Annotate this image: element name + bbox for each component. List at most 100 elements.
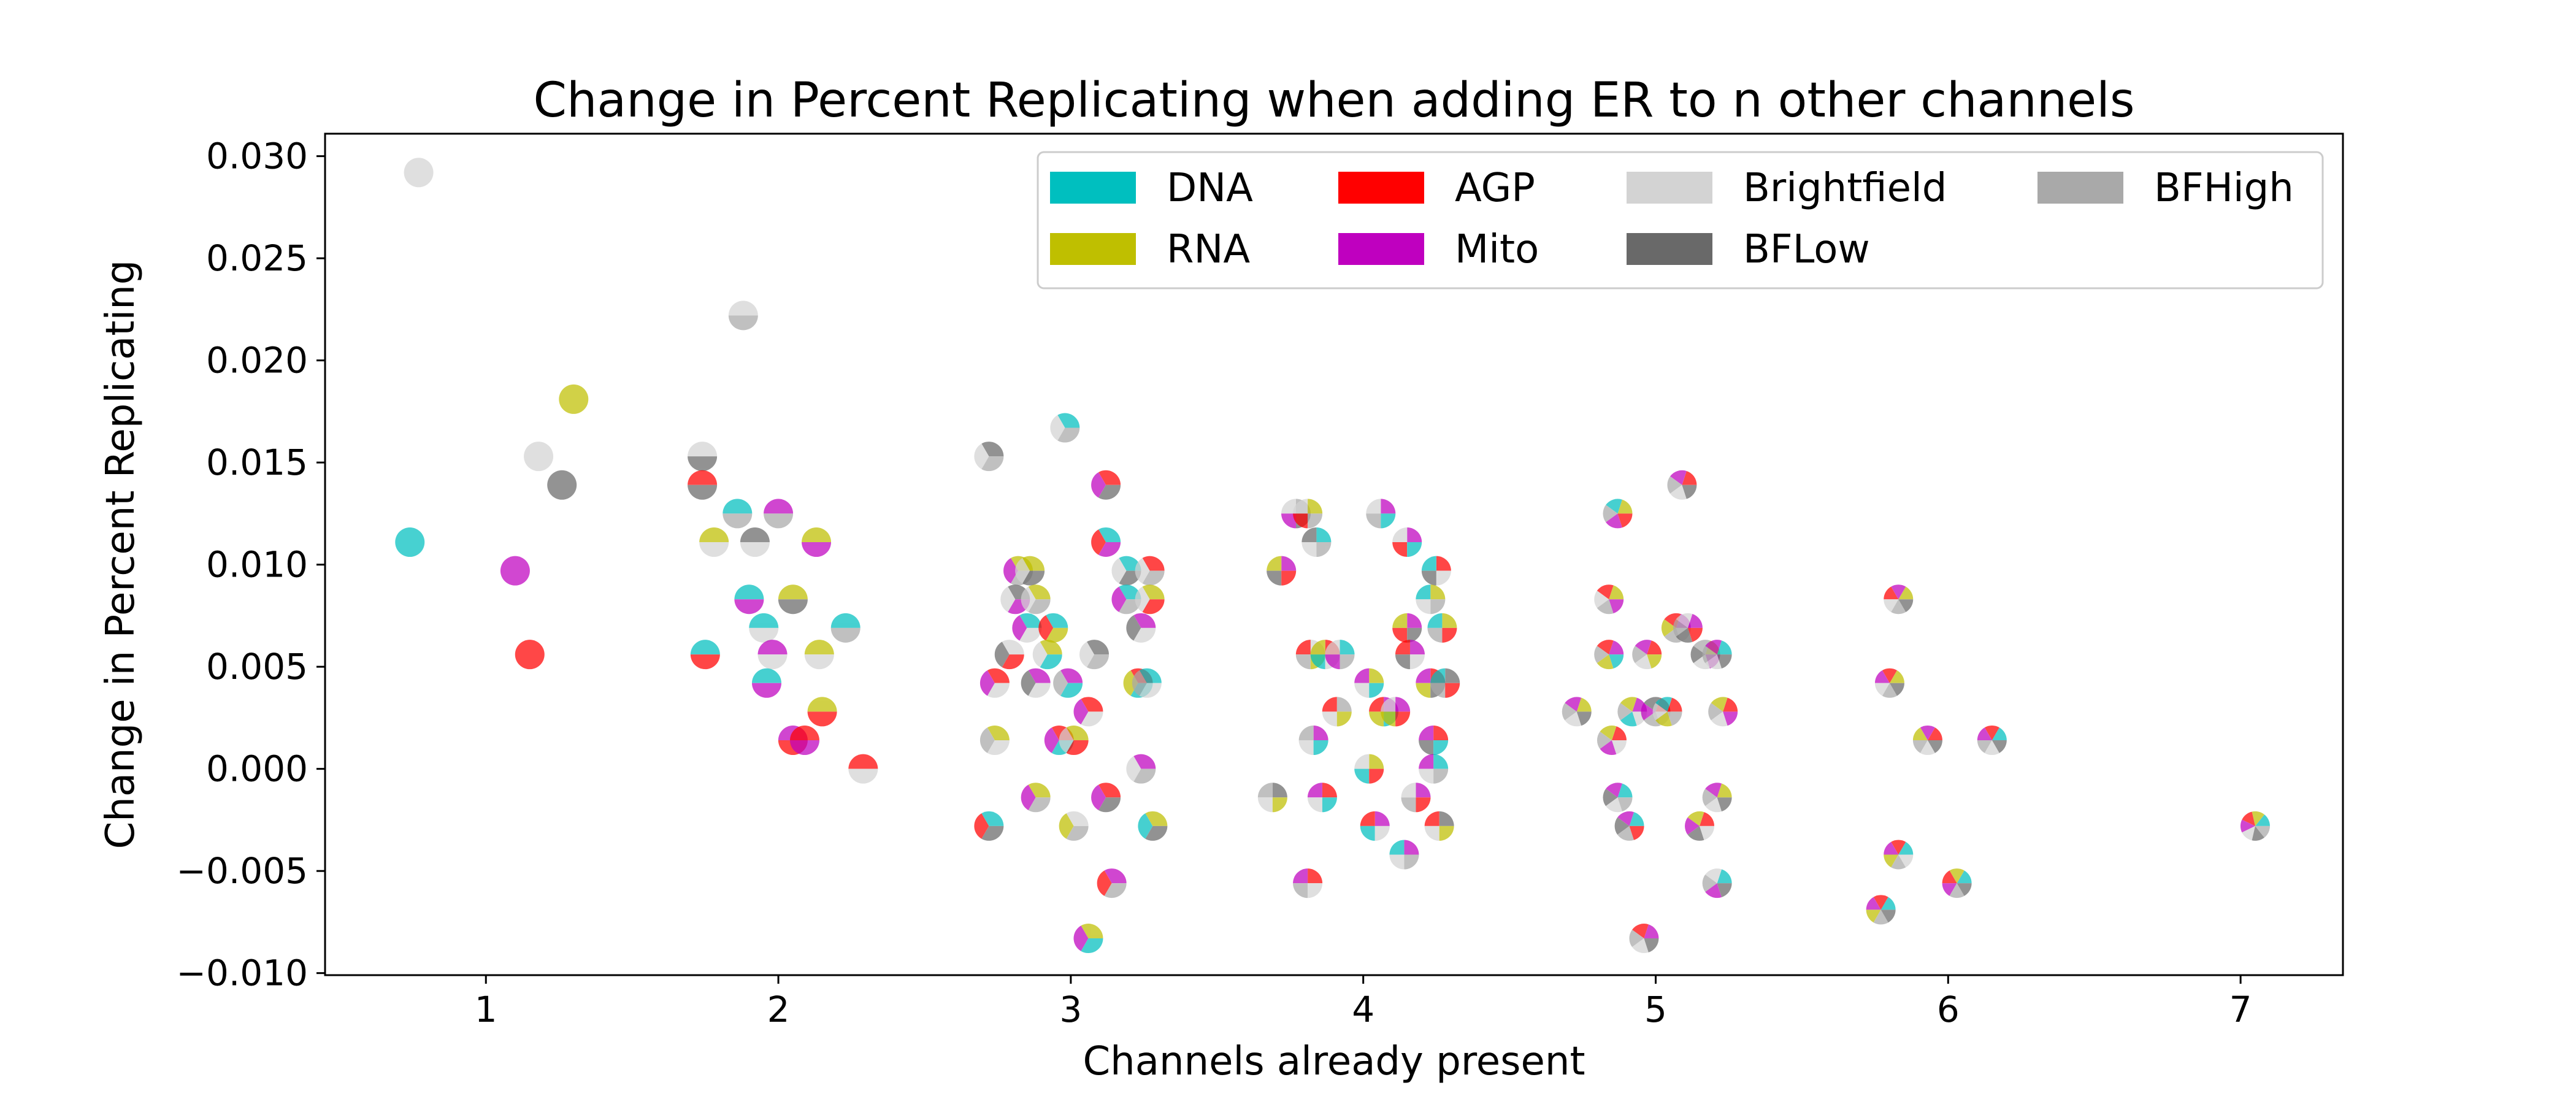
pie-slice-bfhigh bbox=[1873, 910, 1888, 925]
pie-slice-agp bbox=[1081, 697, 1103, 712]
data-point bbox=[1322, 697, 1352, 727]
pie-slice-dna bbox=[1617, 783, 1633, 798]
pie-slice-mito bbox=[1395, 697, 1411, 712]
data-point bbox=[395, 527, 425, 557]
pie-slice-rna bbox=[1416, 683, 1431, 698]
pie-slice-brightfield bbox=[1711, 711, 1728, 727]
pie-slice-dna bbox=[1606, 499, 1622, 514]
pie-slice-rna bbox=[1310, 640, 1325, 655]
data-point bbox=[1097, 868, 1127, 898]
x-axis: 1 2 3 4 5 6 7 bbox=[475, 975, 2252, 1030]
data-point bbox=[1050, 413, 1080, 443]
pie-slice-bfhigh bbox=[1066, 825, 1089, 841]
pie-slice-agp bbox=[1884, 586, 1899, 600]
pie-slice-mito bbox=[1111, 586, 1127, 613]
data-point bbox=[1419, 726, 1449, 756]
data-point bbox=[1874, 668, 1904, 698]
pie-slice-brightfield bbox=[1676, 613, 1693, 628]
pie-slice-rna bbox=[1439, 825, 1454, 841]
data-point bbox=[1430, 668, 1460, 698]
pie-slice-agp bbox=[1433, 726, 1449, 741]
pie-slice-agp bbox=[1723, 697, 1738, 712]
pie-slice-brightfield bbox=[1635, 654, 1652, 670]
data-point bbox=[690, 640, 720, 670]
data-point bbox=[802, 527, 832, 557]
pie-slice-mito bbox=[1705, 883, 1722, 898]
legend-entry-dna: DNA bbox=[1050, 166, 1253, 211]
pie-slice-bflow bbox=[1419, 740, 1434, 756]
pie-slice-mito bbox=[1669, 470, 1687, 485]
pie-slice-bflow bbox=[1880, 910, 1896, 923]
pie-slice-brightfield bbox=[524, 442, 554, 472]
data-point bbox=[1307, 783, 1337, 813]
pie-slice-brightfield bbox=[1920, 740, 1935, 756]
pie-slice-bflow bbox=[1395, 654, 1410, 670]
pie-slice-bfhigh bbox=[1702, 789, 1717, 806]
data-point bbox=[1632, 640, 1662, 670]
x-tick-label: 5 bbox=[1644, 989, 1667, 1030]
pie-slice-rna bbox=[987, 726, 1010, 741]
pie-slice-bflow bbox=[1145, 825, 1168, 841]
pie-slice-mito bbox=[1307, 783, 1322, 798]
pie-slice-bflow bbox=[1717, 883, 1732, 897]
y-axis: −0.010 −0.005 0.000 0.005 0.010 0.015 0.020 0.0… bbox=[176, 136, 325, 994]
pie-slice-agp bbox=[1392, 542, 1408, 557]
pie-slice-bfhigh bbox=[1912, 740, 1928, 753]
pie-slice-agp bbox=[1873, 895, 1888, 910]
pie-slice-bfhigh bbox=[1132, 670, 1147, 696]
y-tick-label: 0.010 bbox=[206, 544, 308, 586]
pie-slice-rna bbox=[1046, 627, 1068, 643]
pie-slice-bflow bbox=[1021, 670, 1036, 696]
pie-slice-brightfield bbox=[1066, 811, 1089, 826]
pie-slice-bflow bbox=[981, 825, 1004, 841]
pie-slice-bflow bbox=[1687, 825, 1704, 841]
pie-slice-brightfield bbox=[1669, 485, 1687, 500]
data-point bbox=[1421, 556, 1451, 586]
pie-slice-bflow bbox=[1644, 938, 1659, 952]
pie-slice-mito bbox=[1409, 640, 1425, 655]
pie-slice-agp bbox=[987, 668, 1010, 683]
pie-slice-bfhigh bbox=[2255, 825, 2270, 838]
pie-slice-brightfield bbox=[1705, 654, 1722, 670]
pie-slice-brightfield bbox=[1354, 754, 1370, 769]
x-axis-label: Channels already present bbox=[1083, 1039, 1585, 1084]
pie-slice-bfhigh bbox=[1366, 513, 1381, 529]
data-point bbox=[1427, 613, 1457, 643]
pie-slice-rna bbox=[1142, 584, 1165, 600]
pie-slice-rna bbox=[1576, 697, 1592, 712]
pie-slice-bflow bbox=[1022, 570, 1045, 586]
pie-slice-rna bbox=[1600, 726, 1617, 741]
pie-slice-rna bbox=[1145, 811, 1168, 826]
pie-slice-brightfield bbox=[757, 654, 788, 670]
pie-slice-mito bbox=[751, 683, 781, 698]
pie-slice-bfhigh bbox=[1617, 825, 1634, 841]
pie-slice-bfhigh bbox=[1617, 797, 1633, 812]
pie-slice-mito bbox=[1606, 783, 1622, 798]
x-tick-label: 4 bbox=[1352, 989, 1374, 1030]
pie-slice-brightfield bbox=[848, 768, 878, 784]
pie-slice-rna bbox=[699, 527, 729, 543]
pie-slice-agp bbox=[1091, 529, 1106, 555]
pie-slice-mito bbox=[979, 670, 995, 696]
pie-slice-agp bbox=[789, 726, 819, 741]
pie-slice-dna bbox=[981, 811, 1004, 826]
pie-slice-bfhigh bbox=[1594, 646, 1609, 664]
pie-slice-mito bbox=[1874, 670, 1890, 683]
pie-slice-rna bbox=[1442, 613, 1457, 628]
pie-slice-bfhigh bbox=[1028, 599, 1051, 615]
pie-slice-dna bbox=[1138, 813, 1153, 839]
pie-slice-mito bbox=[1565, 697, 1582, 712]
pie-slice-dna bbox=[1310, 654, 1325, 670]
data-point bbox=[1032, 640, 1062, 670]
pie-slice-dna bbox=[751, 668, 781, 683]
pie-slice-bflow bbox=[1301, 527, 1317, 543]
data-point bbox=[1354, 668, 1384, 698]
y-tick-label: 0.020 bbox=[206, 340, 308, 381]
pie-slice-dna bbox=[1046, 613, 1068, 628]
pie-slice-rna bbox=[1028, 783, 1051, 798]
pie-slice-mito bbox=[1416, 783, 1431, 798]
pie-slice-bfhigh bbox=[830, 627, 861, 643]
pie-slice-brightfield bbox=[1354, 683, 1370, 698]
data-point bbox=[1021, 783, 1051, 813]
pie-slice-rna bbox=[2252, 811, 2264, 826]
